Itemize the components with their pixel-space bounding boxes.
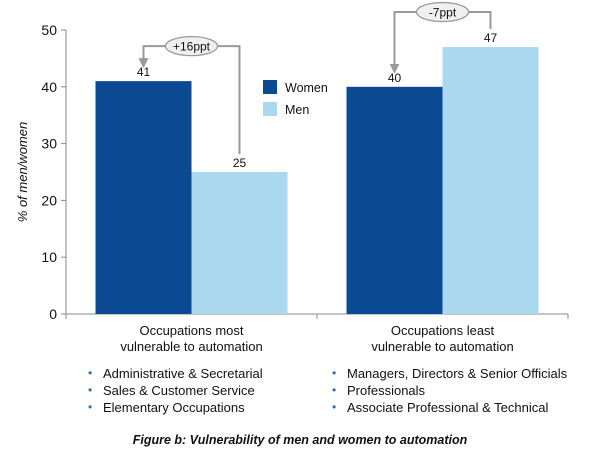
data-label: 47 [484,31,498,45]
bullet-text: Managers, Directors & Senior Officials [347,366,568,381]
bar-women [346,86,443,314]
bar-men [191,172,288,314]
y-tick-label: 40 [41,79,57,95]
bullet-item: • Associate Professional & Technical [330,399,567,416]
difference-bubble [415,1,470,23]
data-label: 40 [388,71,402,85]
legend: Women Men [263,80,328,117]
x-category-label: Occupations least [391,323,495,338]
bar-chart: 0 10 20 30 40 50 % of men/women Occupations mos… [15,1,569,354]
annotations: +16ppt -7ppt [138,1,492,154]
bullet-item: • Sales & Customer Service [86,382,263,399]
y-tick-label: 30 [41,136,57,152]
bullet-dot-icon: • [88,366,93,380]
bullet-text: Elementary Occupations [103,400,245,415]
bar-women [95,81,192,315]
bullet-dot-icon: • [88,400,93,414]
y-tick-label: 50 [41,22,57,38]
figure-caption: Figure b: Vulnerability of men and women… [132,433,468,447]
bullet-item: • Elementary Occupations [86,399,263,416]
y-tick-label: 0 [49,306,57,322]
bars: 41 25 40 47 [95,31,539,315]
y-tick-label: 10 [41,249,57,265]
bullet-item: • Professionals [330,382,567,399]
x-category-label: vulnerable to automation [120,339,262,354]
bullet-dot-icon: • [332,383,337,397]
bullet-dot-icon: • [332,400,337,414]
bullet-text: Professionals [347,383,426,398]
bullet-text: Administrative & Secretarial [103,366,263,381]
bullet-text: Sales & Customer Service [103,383,255,398]
difference-label: -7ppt [429,6,457,20]
bullet-list-most-vulnerable: • Administrative & Secretarial • Sales & Cu… [86,365,263,416]
bullet-dot-icon: • [88,383,93,397]
data-label: 25 [233,156,247,170]
y-tick-label: 20 [41,192,57,208]
bullet-text: Associate Professional & Technical [347,400,549,415]
legend-label-men: Men [285,103,309,117]
x-category-label: vulnerable to automation [371,339,513,354]
axes: 0 10 20 30 40 50 % of men/women Occupations mos… [15,22,569,354]
bullet-item: • Administrative & Secretarial [86,365,263,382]
legend-label-women: Women [285,81,328,95]
y-axis-label: % of men/women [15,122,30,222]
bullet-dot-icon: • [332,366,337,380]
legend-swatch-men [263,102,277,116]
legend-swatch-women [263,80,277,94]
bullet-list-least-vulnerable: • Managers, Directors & Senior Officials •… [330,365,567,416]
data-label: 41 [137,65,151,79]
bullet-item: • Managers, Directors & Senior Officials [330,365,567,382]
difference-bubble [164,35,219,57]
bar-men [442,47,539,314]
difference-label: +16ppt [173,40,211,54]
x-category-label: Occupations most [139,323,243,338]
